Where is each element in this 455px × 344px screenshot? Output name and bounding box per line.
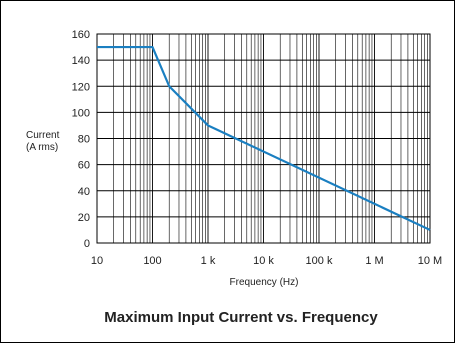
- y-axis-label-line-1: Current: [26, 130, 60, 141]
- x-tick-label: 10 k: [253, 255, 274, 267]
- x-tick-label: 10 M: [418, 255, 442, 267]
- y-axis-label-line-2: (A rms): [26, 142, 58, 153]
- x-tick-label: 100: [143, 255, 161, 267]
- x-axis-label: Frequency (Hz): [230, 277, 299, 288]
- y-tick-label: 0: [84, 238, 90, 250]
- y-tick-label: 80: [78, 134, 90, 146]
- grid: [96, 33, 431, 244]
- chart-title: Maximum Input Current vs. Frequency: [104, 309, 378, 326]
- y-tick-label: 160: [72, 29, 90, 41]
- x-tick-label: 10: [91, 255, 103, 267]
- y-tick-label: 100: [72, 107, 90, 119]
- y-tick-label: 40: [78, 186, 90, 198]
- y-tick-label: 120: [72, 81, 90, 93]
- series-line-0: [97, 45, 431, 231]
- y-tick-label: 140: [72, 55, 90, 67]
- axes: [96, 33, 431, 244]
- x-tick-label: 1 k: [201, 255, 216, 267]
- y-tick-label: 60: [78, 160, 90, 172]
- series-layer: [97, 45, 431, 231]
- tick-labels: 0 20 40 60 80 100 120 140 160 10 100 1 k 10 k 100 k 1 …: [72, 29, 443, 267]
- x-tick-label: 100 k: [306, 255, 333, 267]
- plot-border: [96, 33, 431, 244]
- x-tick-label: 1 M: [365, 255, 383, 267]
- y-tick-label: 20: [78, 212, 90, 224]
